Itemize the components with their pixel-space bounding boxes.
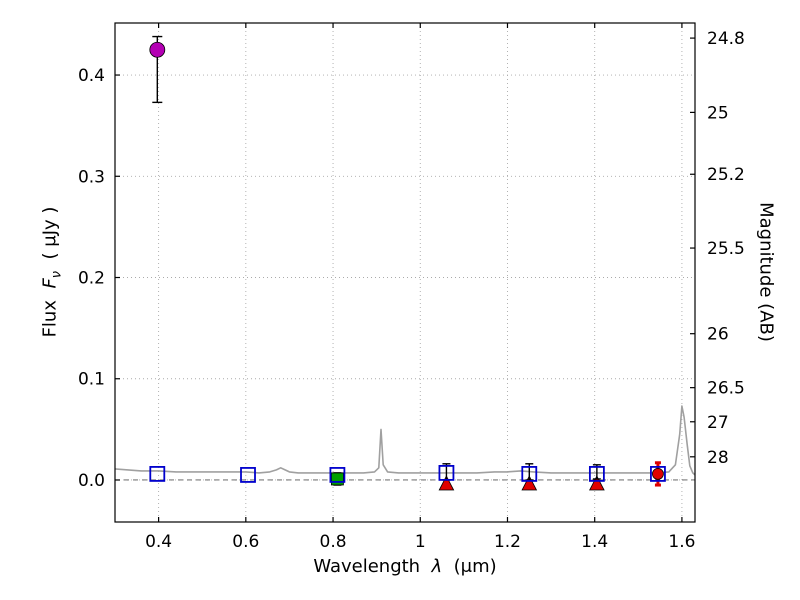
x-axis-label: Wavelength λ (μm) <box>115 556 695 577</box>
marker-open-square <box>438 464 455 481</box>
x-tick-label: 1.6 <box>668 532 695 552</box>
marker-open-square <box>240 467 256 483</box>
x-axis-units: (μm) <box>453 556 497 577</box>
magnitude-tick-label: 25.2 <box>707 165 745 185</box>
marker-open-square <box>149 466 166 482</box>
marker-open-square <box>650 466 666 482</box>
y-tick-label: 0.3 <box>78 167 105 187</box>
series-magenta-detection <box>149 35 166 104</box>
axis-ticks <box>115 23 695 522</box>
axis-tick-labels: 0.4 0.6 0.8 1 1.2 1.4 1.6 0.0 0.1 0.2 0.3 0.4 24.8 25… <box>78 29 745 552</box>
series-green-square-detection <box>331 472 344 486</box>
magnitude-tick-label: 26.5 <box>707 379 745 399</box>
marker-open-square <box>588 466 605 482</box>
magnitude-tick-label: 28 <box>707 448 729 468</box>
series-blue-open-squares <box>149 463 666 483</box>
x-tick-label: 0.4 <box>145 532 172 552</box>
y-tick-label: 0.0 <box>78 471 105 491</box>
y-axis-units: ( μJy ) <box>39 206 61 260</box>
y-tick-label: 0.1 <box>78 370 105 390</box>
marker-filled-circle <box>149 41 166 58</box>
x-tick-label: 1.2 <box>494 532 521 552</box>
x-axis-word: Wavelength <box>313 556 421 577</box>
marker-upper-limit-triangle <box>589 475 605 491</box>
x-tick-label: 1.4 <box>581 532 608 552</box>
marker-filled-square <box>331 472 344 486</box>
y-tick-label: 0.4 <box>78 66 105 86</box>
y-tick-label: 0.2 <box>78 269 105 289</box>
magnitude-tick-label: 25.5 <box>707 239 745 259</box>
magnitude-tick-label: 25 <box>707 103 729 123</box>
gridlines <box>115 23 695 522</box>
flux-symbol-subscript: ν <box>49 270 65 279</box>
magnitude-tick-label: 27 <box>707 413 729 433</box>
flux-symbol: F <box>39 278 61 289</box>
x-tick-label: 1 <box>415 532 426 552</box>
x-tick-label: 0.8 <box>320 532 347 552</box>
y-axis-label: Flux Fν ( μJy ) <box>40 207 65 338</box>
axes-frame <box>114 22 696 523</box>
y2-axis-label: Magnitude (AB) <box>755 202 777 342</box>
marker-upper-limit-triangle <box>438 475 455 491</box>
marker-open-square <box>521 466 538 482</box>
series-red-upper-limit-triangles <box>438 475 605 491</box>
y-axis-word: Flux <box>39 300 61 338</box>
magnitude-tick-label: 26 <box>707 325 729 345</box>
magnitude-tick-label: 24.8 <box>707 29 745 49</box>
x-tick-label: 0.6 <box>232 532 259 552</box>
model-spectrum-line <box>114 405 696 476</box>
lambda-symbol: λ <box>431 556 443 577</box>
marker-upper-limit-triangle <box>521 475 538 491</box>
marker-open-square <box>329 467 346 483</box>
marker-filled-circle <box>652 468 664 480</box>
